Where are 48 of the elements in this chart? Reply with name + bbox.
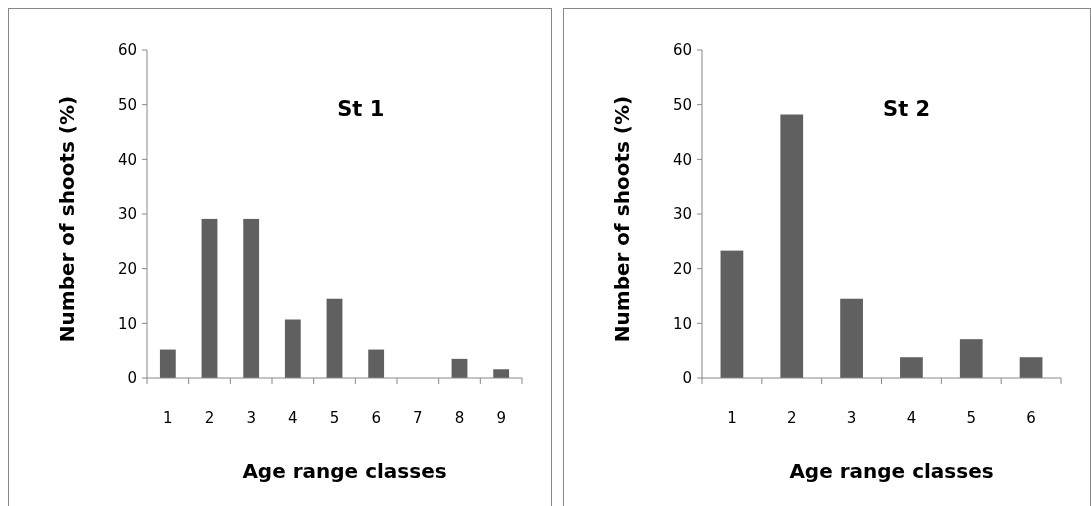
bar — [201, 218, 218, 378]
y-tick-label: 0 — [682, 369, 692, 388]
x-tick-label: 3 — [846, 409, 857, 427]
x-tick-label: 3 — [246, 409, 256, 427]
y-tick-label: 20 — [117, 259, 137, 278]
y-tick-label: 60 — [672, 41, 692, 60]
bar — [840, 298, 863, 378]
bar — [284, 319, 301, 378]
y-tick-label: 30 — [672, 205, 692, 224]
x-tick-label: 6 — [371, 409, 381, 427]
y-tick-label: 50 — [117, 95, 137, 114]
y-tick-label: 50 — [672, 95, 692, 114]
bar — [720, 250, 744, 378]
bar — [243, 218, 260, 378]
bar — [780, 114, 804, 378]
y-tick-label: 30 — [117, 205, 137, 224]
bar — [959, 339, 983, 378]
x-tick-label: 7 — [413, 409, 423, 427]
y-axis-title: Number of shoots (%) — [55, 95, 79, 343]
bar — [1019, 357, 1043, 378]
x-tick-label: 5 — [329, 409, 340, 427]
x-tick-label: 8 — [454, 409, 465, 427]
x-tick-label: 6 — [1026, 409, 1036, 427]
y-tick-label: 60 — [117, 41, 137, 60]
bar — [900, 357, 923, 378]
y-tick-label: 10 — [117, 314, 137, 333]
bar — [493, 369, 510, 378]
y-tick-label: 10 — [672, 314, 692, 333]
x-tick-label: 4 — [288, 409, 298, 427]
x-tick-label: 2 — [204, 409, 215, 427]
bar — [326, 298, 343, 378]
y-axis-title: Number of shoots (%) — [610, 95, 634, 343]
x-axis-title: Age range classes — [242, 459, 447, 483]
y-tick-label: 40 — [672, 150, 692, 169]
x-tick-label: 4 — [906, 409, 917, 427]
text: St 2 — [883, 97, 931, 121]
y-tick-label: 40 — [117, 150, 137, 169]
x-tick-label: 2 — [786, 409, 797, 427]
x-tick-label: 1 — [727, 409, 737, 427]
x-tick-label: 9 — [496, 409, 506, 427]
text: St 1 — [337, 97, 385, 121]
y-tick-label: 20 — [672, 259, 692, 278]
x-tick-label: 1 — [163, 409, 173, 427]
bar — [159, 349, 176, 378]
x-axis-title: Age range classes — [789, 459, 994, 483]
y-tick-label: 0 — [127, 369, 137, 388]
bar — [368, 349, 385, 378]
x-tick-label: 5 — [966, 409, 977, 427]
